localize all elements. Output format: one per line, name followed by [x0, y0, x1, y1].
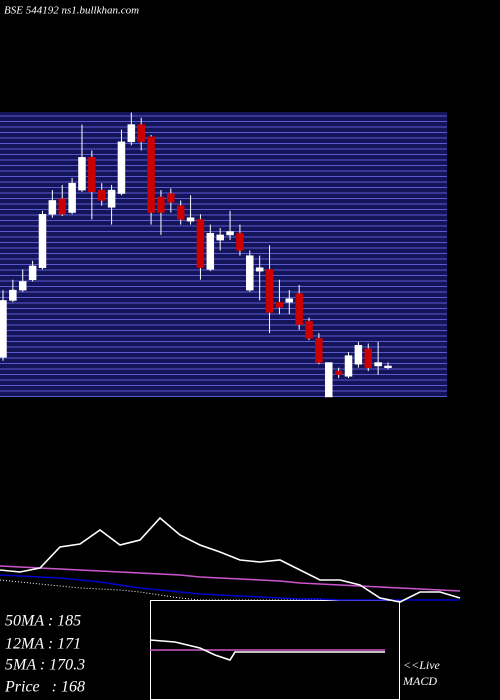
candle-body: [38, 213, 47, 268]
candle-body: [285, 298, 294, 303]
macd-title: MACD: [402, 674, 437, 688]
series-line: [0, 565, 461, 592]
candle-body: [325, 362, 333, 398]
candle-body: [265, 269, 274, 313]
candle-body: [236, 232, 244, 251]
candle-body: [384, 365, 392, 368]
candle-body: [157, 196, 165, 213]
candle-body: [196, 219, 205, 268]
candle-body: [48, 200, 57, 215]
chart-title: BSE 544192 ns1.bullkhan.com: [4, 5, 139, 17]
series-line: [0, 579, 460, 601]
candle-body: [364, 348, 373, 368]
series-line: [149, 639, 385, 661]
candle-body: [117, 141, 126, 194]
candle-body: [107, 189, 116, 208]
candle-body: [9, 289, 17, 301]
candle-body: [28, 265, 37, 281]
candle-body: [68, 182, 76, 213]
candle-body: [127, 124, 136, 143]
candle-body: [206, 232, 215, 270]
candle-body: [176, 205, 185, 220]
candle-body: [18, 281, 27, 291]
indicator: 50MA : 185: [5, 613, 81, 630]
candle-body: [58, 198, 66, 215]
candle-body: [216, 234, 224, 241]
candle-body: [88, 157, 96, 193]
candle-body: [246, 255, 254, 291]
candle-body: [137, 124, 145, 143]
indicator: 5MA : 170.3: [5, 657, 85, 674]
candle-body: [374, 362, 382, 367]
candle-body: [354, 345, 363, 365]
live-label: <<Live: [403, 658, 441, 672]
series-line: [0, 574, 460, 601]
candle-body: [275, 301, 284, 308]
candle-body: [78, 157, 86, 191]
indicator: Price : 168: [4, 679, 85, 696]
candle-body: [0, 300, 7, 358]
candle-body: [295, 293, 303, 325]
series-line: [0, 516, 461, 603]
candle-body: [315, 338, 323, 363]
candle-body: [226, 231, 234, 236]
candle-body: [186, 217, 195, 222]
candle-body: [305, 320, 313, 339]
indicator: 12MA : 171: [5, 636, 81, 653]
candle-body: [344, 355, 353, 377]
candle-body: [97, 189, 106, 201]
price-panel: [0, 112, 447, 397]
candle-body: [255, 267, 264, 272]
candle-body: [334, 370, 343, 375]
candle-body: [167, 193, 175, 203]
candle-body: [147, 136, 155, 213]
